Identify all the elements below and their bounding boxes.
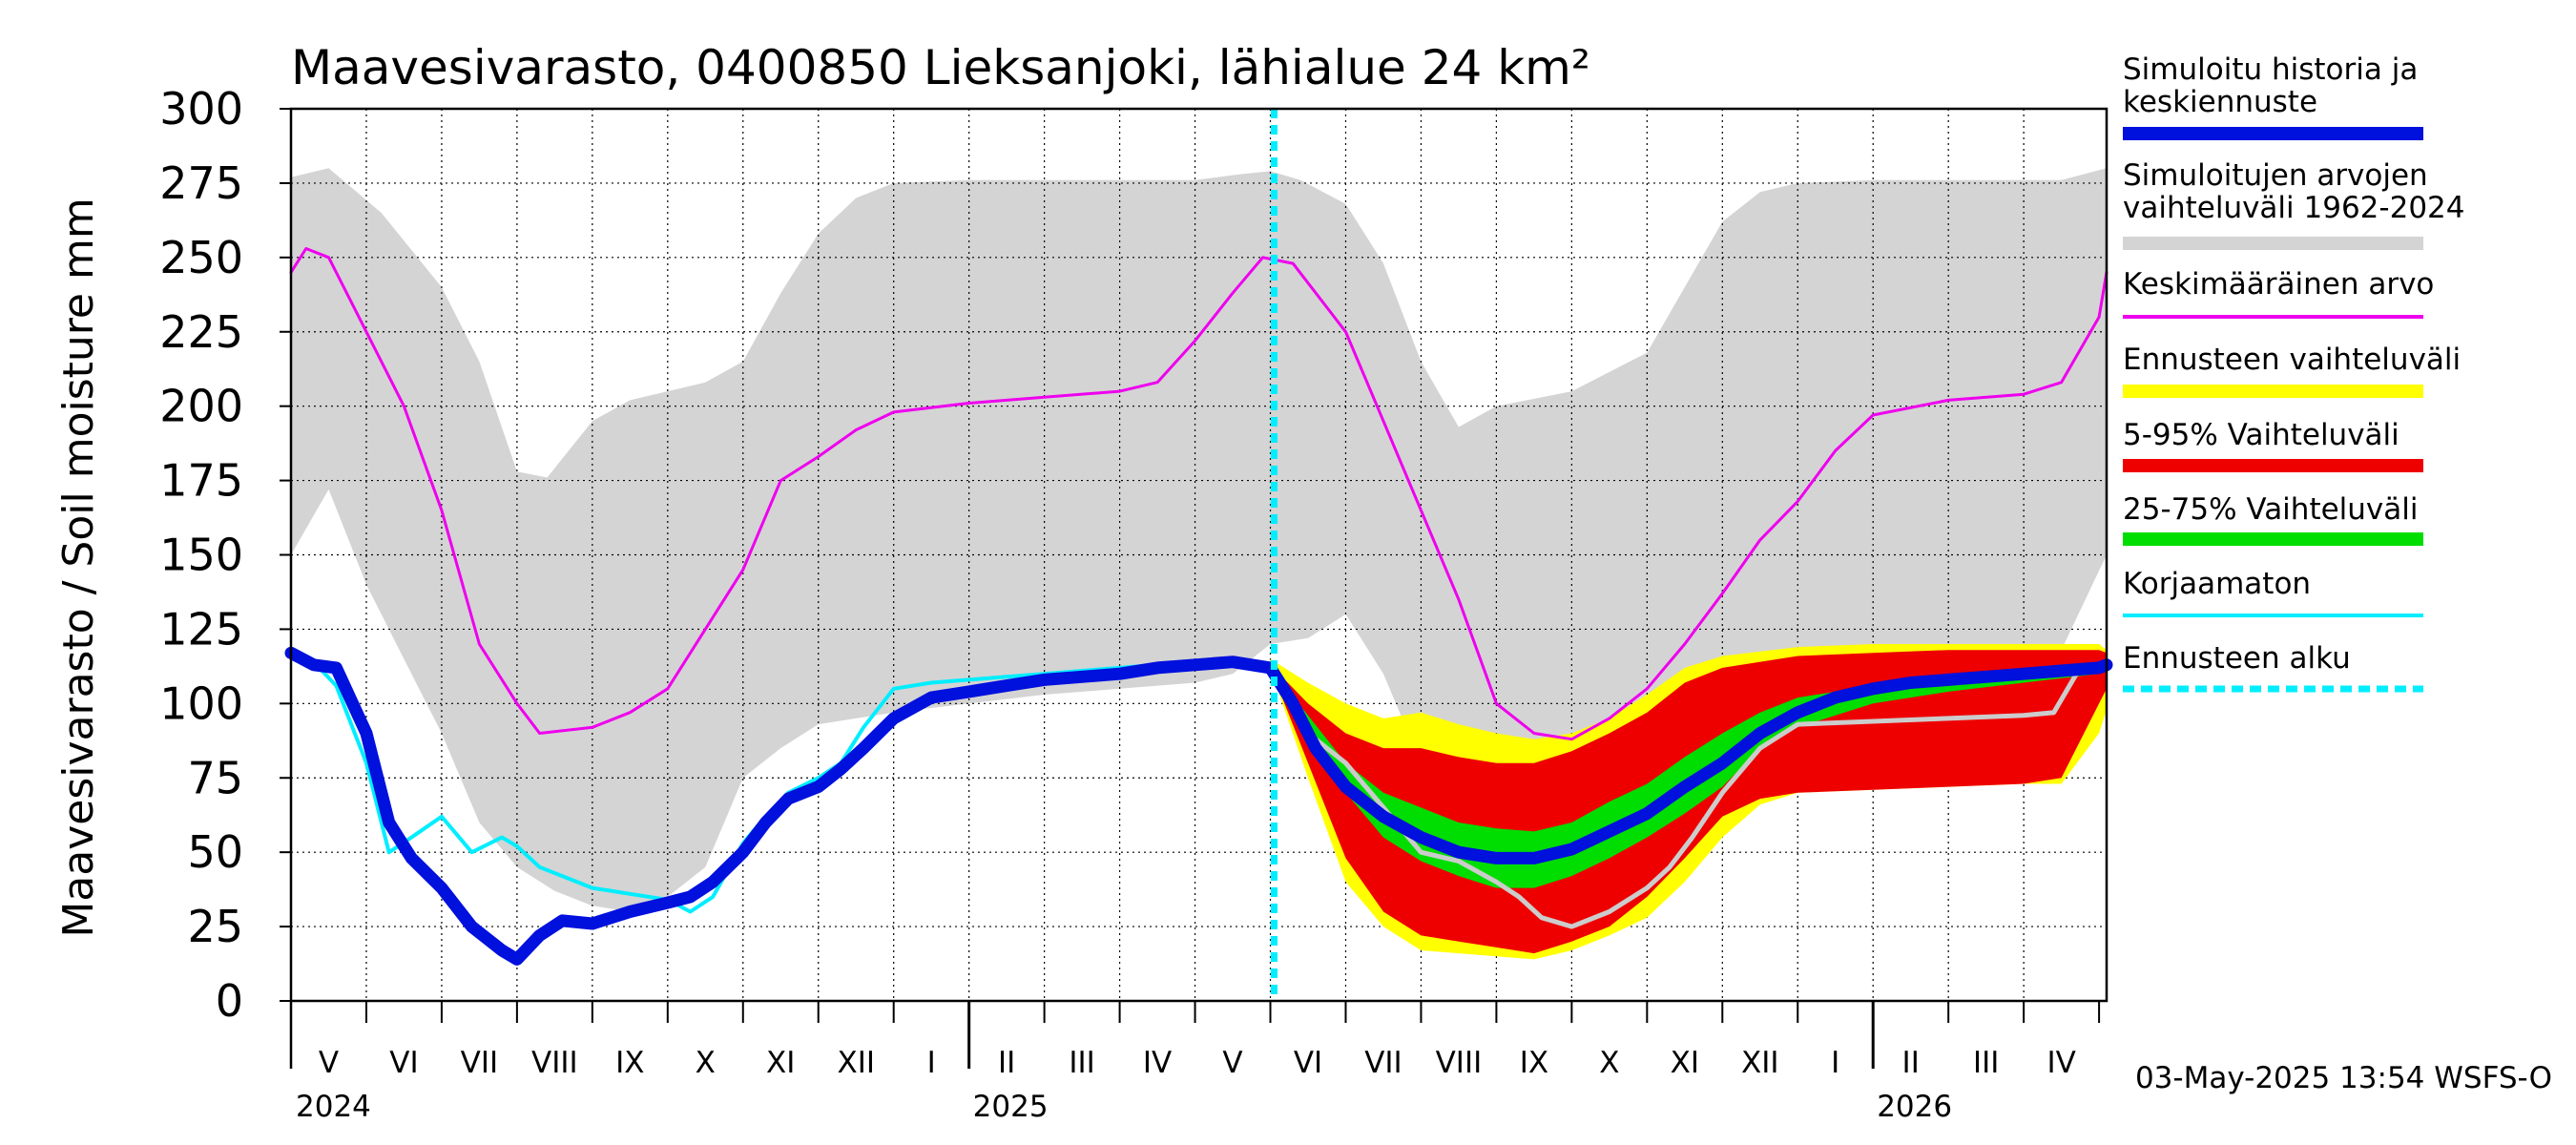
y-tick-label: 200 — [159, 381, 243, 432]
month-label: VII — [461, 1046, 499, 1080]
month-label: I — [927, 1046, 936, 1080]
legend-label: 5-95% Vaihteluväli — [2123, 418, 2399, 452]
month-label: IX — [1520, 1046, 1548, 1080]
mean-line — [289, 247, 2109, 741]
y-tick-label: 75 — [187, 752, 243, 803]
y-tick-label: 100 — [159, 677, 243, 729]
y-tick-label: 300 — [159, 83, 243, 135]
month-label: VI — [389, 1046, 418, 1080]
y-tick-label: 250 — [159, 232, 243, 283]
month-label: X — [696, 1046, 716, 1080]
month-label: XI — [1671, 1046, 1699, 1080]
month-label: V — [319, 1046, 339, 1080]
y-tick-label: 50 — [187, 826, 243, 878]
month-label: VIII — [531, 1046, 578, 1080]
month-label: IX — [615, 1046, 644, 1080]
plot-area — [284, 109, 2113, 1001]
y-tick-label: 225 — [159, 306, 243, 358]
month-label: III — [1069, 1046, 1094, 1080]
month-label: IV — [1143, 1046, 1172, 1080]
p25-75-band — [1270, 661, 2107, 888]
legend: Simuloitu historia ja keskiennuste Simuloi… — [2123, 52, 2464, 693]
month-label: I — [1831, 1046, 1839, 1080]
legend-label: Keskimääräinen arvo — [2123, 267, 2434, 302]
legend-label: Simuloitujen arvojen vaihteluväli 1962-20… — [2123, 158, 2464, 225]
month-label: XI — [766, 1046, 795, 1080]
legend-label: Ennusteen alku — [2123, 641, 2351, 676]
y-axis-label: Maavesivarasto / Soil moisture mm — [54, 198, 103, 937]
month-label: III — [1973, 1046, 1999, 1080]
year-label: 2026 — [1877, 1090, 1952, 1124]
legend-label: Ennusteen vaihteluväli — [2123, 343, 2461, 377]
month-label: IV — [2046, 1046, 2075, 1080]
month-label: VI — [1294, 1046, 1322, 1080]
year-label: 2024 — [296, 1090, 371, 1124]
y-tick-label: 150 — [159, 530, 243, 581]
y-tick-label: 275 — [159, 157, 243, 209]
month-label: XII — [1741, 1046, 1779, 1080]
month-label: X — [1599, 1046, 1619, 1080]
month-label: II — [1902, 1046, 1920, 1080]
month-label: II — [998, 1046, 1015, 1080]
chart-title: Maavesivarasto, 0400850 Lieksanjoki, läh… — [291, 40, 1590, 95]
month-label: XII — [837, 1046, 875, 1080]
year-label: 2025 — [973, 1090, 1049, 1124]
legend-label: Simuloitu historia ja keskiennuste — [2123, 52, 2418, 119]
month-label: V — [1222, 1046, 1242, 1080]
y-tick-label: 0 — [216, 975, 243, 1027]
forecast-mean-line — [1264, 658, 2113, 864]
y-tick-label: 25 — [187, 901, 243, 952]
month-label: VII — [1364, 1046, 1402, 1080]
y-tick-label: 175 — [159, 455, 243, 507]
legend-label: Korjaamaton — [2123, 567, 2311, 601]
legend-label: 25-75% Vaihteluväli — [2123, 492, 2419, 527]
month-label: VIII — [1436, 1046, 1483, 1080]
footer-timestamp: 03-May-2025 13:54 WSFS-O — [2135, 1061, 2552, 1095]
y-tick-label: 125 — [159, 603, 243, 655]
simulated-line — [284, 646, 1277, 966]
